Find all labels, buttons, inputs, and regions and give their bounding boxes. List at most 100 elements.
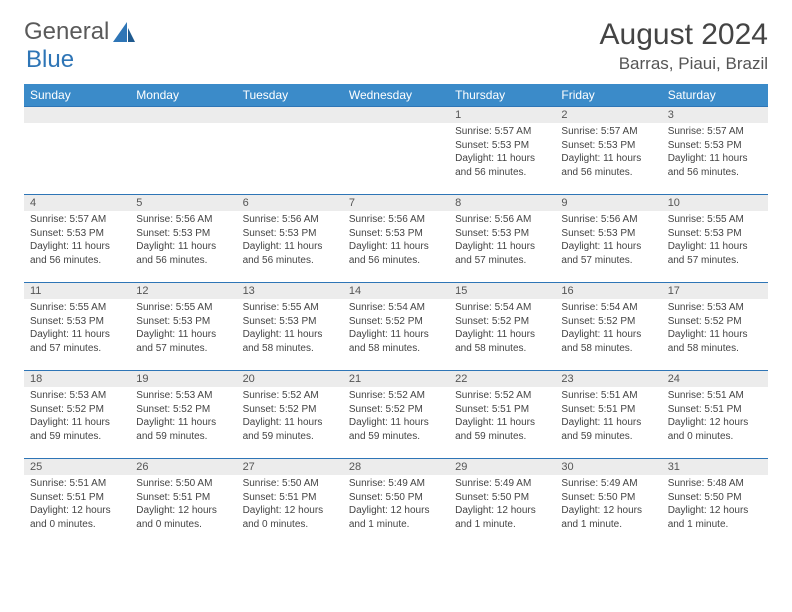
- day-number: 8: [449, 195, 555, 211]
- calendar-cell: 14Sunrise: 5:54 AMSunset: 5:52 PMDayligh…: [343, 283, 449, 371]
- day-number: 23: [555, 371, 661, 387]
- daylight-line: Daylight: 11 hours and 56 minutes.: [243, 240, 337, 267]
- calendar-cell: 25Sunrise: 5:51 AMSunset: 5:51 PMDayligh…: [24, 459, 130, 547]
- sunrise-line: Sunrise: 5:53 AM: [668, 301, 762, 315]
- sunrise-line: Sunrise: 5:57 AM: [561, 125, 655, 139]
- sunset-line: Sunset: 5:52 PM: [349, 403, 443, 417]
- sunset-line: Sunset: 5:52 PM: [561, 315, 655, 329]
- weekday-header: Sunday: [24, 84, 130, 107]
- calendar-cell: 15Sunrise: 5:54 AMSunset: 5:52 PMDayligh…: [449, 283, 555, 371]
- weekday-header: Tuesday: [237, 84, 343, 107]
- calendar-cell-empty: [24, 107, 130, 195]
- day-number: 13: [237, 283, 343, 299]
- day-number: 19: [130, 371, 236, 387]
- calendar-cell: 11Sunrise: 5:55 AMSunset: 5:53 PMDayligh…: [24, 283, 130, 371]
- calendar-cell: 21Sunrise: 5:52 AMSunset: 5:52 PMDayligh…: [343, 371, 449, 459]
- sunrise-line: Sunrise: 5:50 AM: [136, 477, 230, 491]
- day-details: Sunrise: 5:54 AMSunset: 5:52 PMDaylight:…: [449, 299, 555, 359]
- calendar-cell: 5Sunrise: 5:56 AMSunset: 5:53 PMDaylight…: [130, 195, 236, 283]
- calendar-cell: 9Sunrise: 5:56 AMSunset: 5:53 PMDaylight…: [555, 195, 661, 283]
- daylight-line: Daylight: 12 hours and 0 minutes.: [243, 504, 337, 531]
- sunset-line: Sunset: 5:53 PM: [455, 227, 549, 241]
- sunrise-line: Sunrise: 5:53 AM: [136, 389, 230, 403]
- sunrise-line: Sunrise: 5:52 AM: [349, 389, 443, 403]
- day-details: Sunrise: 5:54 AMSunset: 5:52 PMDaylight:…: [555, 299, 661, 359]
- daylight-line: Daylight: 11 hours and 56 minutes.: [561, 152, 655, 179]
- calendar-cell: 30Sunrise: 5:49 AMSunset: 5:50 PMDayligh…: [555, 459, 661, 547]
- calendar-cell: 26Sunrise: 5:50 AMSunset: 5:51 PMDayligh…: [130, 459, 236, 547]
- calendar-cell: 22Sunrise: 5:52 AMSunset: 5:51 PMDayligh…: [449, 371, 555, 459]
- brand-logo: General: [24, 18, 135, 46]
- calendar-cell: 13Sunrise: 5:55 AMSunset: 5:53 PMDayligh…: [237, 283, 343, 371]
- calendar-cell: 24Sunrise: 5:51 AMSunset: 5:51 PMDayligh…: [662, 371, 768, 459]
- day-details: Sunrise: 5:57 AMSunset: 5:53 PMDaylight:…: [24, 211, 130, 271]
- sunset-line: Sunset: 5:53 PM: [243, 227, 337, 241]
- day-number: 27: [237, 459, 343, 475]
- calendar-cell: 7Sunrise: 5:56 AMSunset: 5:53 PMDaylight…: [343, 195, 449, 283]
- day-number: 5: [130, 195, 236, 211]
- day-details: Sunrise: 5:55 AMSunset: 5:53 PMDaylight:…: [24, 299, 130, 359]
- day-details: Sunrise: 5:55 AMSunset: 5:53 PMDaylight:…: [662, 211, 768, 271]
- weekday-header: Wednesday: [343, 84, 449, 107]
- weekday-header: Monday: [130, 84, 236, 107]
- daylight-line: Daylight: 11 hours and 58 minutes.: [243, 328, 337, 355]
- daylight-line: Daylight: 11 hours and 58 minutes.: [561, 328, 655, 355]
- daylight-line: Daylight: 12 hours and 1 minute.: [455, 504, 549, 531]
- day-details: Sunrise: 5:48 AMSunset: 5:50 PMDaylight:…: [662, 475, 768, 535]
- day-number: 12: [130, 283, 236, 299]
- sunrise-line: Sunrise: 5:54 AM: [561, 301, 655, 315]
- title-block: August 2024 Barras, Piaui, Brazil: [600, 18, 768, 74]
- daylight-line: Daylight: 12 hours and 1 minute.: [561, 504, 655, 531]
- calendar-cell: 29Sunrise: 5:49 AMSunset: 5:50 PMDayligh…: [449, 459, 555, 547]
- sunset-line: Sunset: 5:53 PM: [30, 227, 124, 241]
- day-number: 10: [662, 195, 768, 211]
- sunset-line: Sunset: 5:53 PM: [136, 315, 230, 329]
- calendar-row: 4Sunrise: 5:57 AMSunset: 5:53 PMDaylight…: [24, 195, 768, 283]
- daylight-line: Daylight: 11 hours and 58 minutes.: [455, 328, 549, 355]
- calendar-cell: 28Sunrise: 5:49 AMSunset: 5:50 PMDayligh…: [343, 459, 449, 547]
- daylight-line: Daylight: 12 hours and 0 minutes.: [136, 504, 230, 531]
- calendar-cell: 20Sunrise: 5:52 AMSunset: 5:52 PMDayligh…: [237, 371, 343, 459]
- weekday-header: Friday: [555, 84, 661, 107]
- weekday-header-row: Sunday Monday Tuesday Wednesday Thursday…: [24, 84, 768, 107]
- sunrise-line: Sunrise: 5:53 AM: [30, 389, 124, 403]
- sunrise-line: Sunrise: 5:54 AM: [349, 301, 443, 315]
- day-number: 4: [24, 195, 130, 211]
- day-number: 9: [555, 195, 661, 211]
- sunset-line: Sunset: 5:52 PM: [668, 315, 762, 329]
- day-details: Sunrise: 5:57 AMSunset: 5:53 PMDaylight:…: [449, 123, 555, 183]
- day-details: Sunrise: 5:55 AMSunset: 5:53 PMDaylight:…: [130, 299, 236, 359]
- daylight-line: Daylight: 11 hours and 56 minutes.: [30, 240, 124, 267]
- sunset-line: Sunset: 5:51 PM: [30, 491, 124, 505]
- day-details: Sunrise: 5:50 AMSunset: 5:51 PMDaylight:…: [237, 475, 343, 535]
- sunset-line: Sunset: 5:51 PM: [455, 403, 549, 417]
- calendar-cell: 12Sunrise: 5:55 AMSunset: 5:53 PMDayligh…: [130, 283, 236, 371]
- daylight-line: Daylight: 11 hours and 57 minutes.: [455, 240, 549, 267]
- calendar-cell: 19Sunrise: 5:53 AMSunset: 5:52 PMDayligh…: [130, 371, 236, 459]
- sunset-line: Sunset: 5:53 PM: [30, 315, 124, 329]
- sunrise-line: Sunrise: 5:54 AM: [455, 301, 549, 315]
- sunset-line: Sunset: 5:52 PM: [30, 403, 124, 417]
- day-details: Sunrise: 5:57 AMSunset: 5:53 PMDaylight:…: [555, 123, 661, 183]
- day-number: 22: [449, 371, 555, 387]
- calendar-cell: 1Sunrise: 5:57 AMSunset: 5:53 PMDaylight…: [449, 107, 555, 195]
- day-details: Sunrise: 5:56 AMSunset: 5:53 PMDaylight:…: [343, 211, 449, 271]
- location-label: Barras, Piaui, Brazil: [600, 54, 768, 74]
- day-details: Sunrise: 5:52 AMSunset: 5:51 PMDaylight:…: [449, 387, 555, 447]
- calendar-row: 11Sunrise: 5:55 AMSunset: 5:53 PMDayligh…: [24, 283, 768, 371]
- sunset-line: Sunset: 5:53 PM: [668, 227, 762, 241]
- daylight-line: Daylight: 11 hours and 56 minutes.: [668, 152, 762, 179]
- calendar-cell: 4Sunrise: 5:57 AMSunset: 5:53 PMDaylight…: [24, 195, 130, 283]
- sunrise-line: Sunrise: 5:57 AM: [30, 213, 124, 227]
- day-number: 20: [237, 371, 343, 387]
- daylight-line: Daylight: 11 hours and 57 minutes.: [561, 240, 655, 267]
- calendar-cell: 16Sunrise: 5:54 AMSunset: 5:52 PMDayligh…: [555, 283, 661, 371]
- daylight-line: Daylight: 11 hours and 57 minutes.: [668, 240, 762, 267]
- day-number: 17: [662, 283, 768, 299]
- sail-icon: [113, 22, 135, 42]
- calendar-cell: 18Sunrise: 5:53 AMSunset: 5:52 PMDayligh…: [24, 371, 130, 459]
- day-details: Sunrise: 5:56 AMSunset: 5:53 PMDaylight:…: [449, 211, 555, 271]
- weekday-header: Saturday: [662, 84, 768, 107]
- daylight-line: Daylight: 12 hours and 0 minutes.: [30, 504, 124, 531]
- daylight-line: Daylight: 11 hours and 56 minutes.: [136, 240, 230, 267]
